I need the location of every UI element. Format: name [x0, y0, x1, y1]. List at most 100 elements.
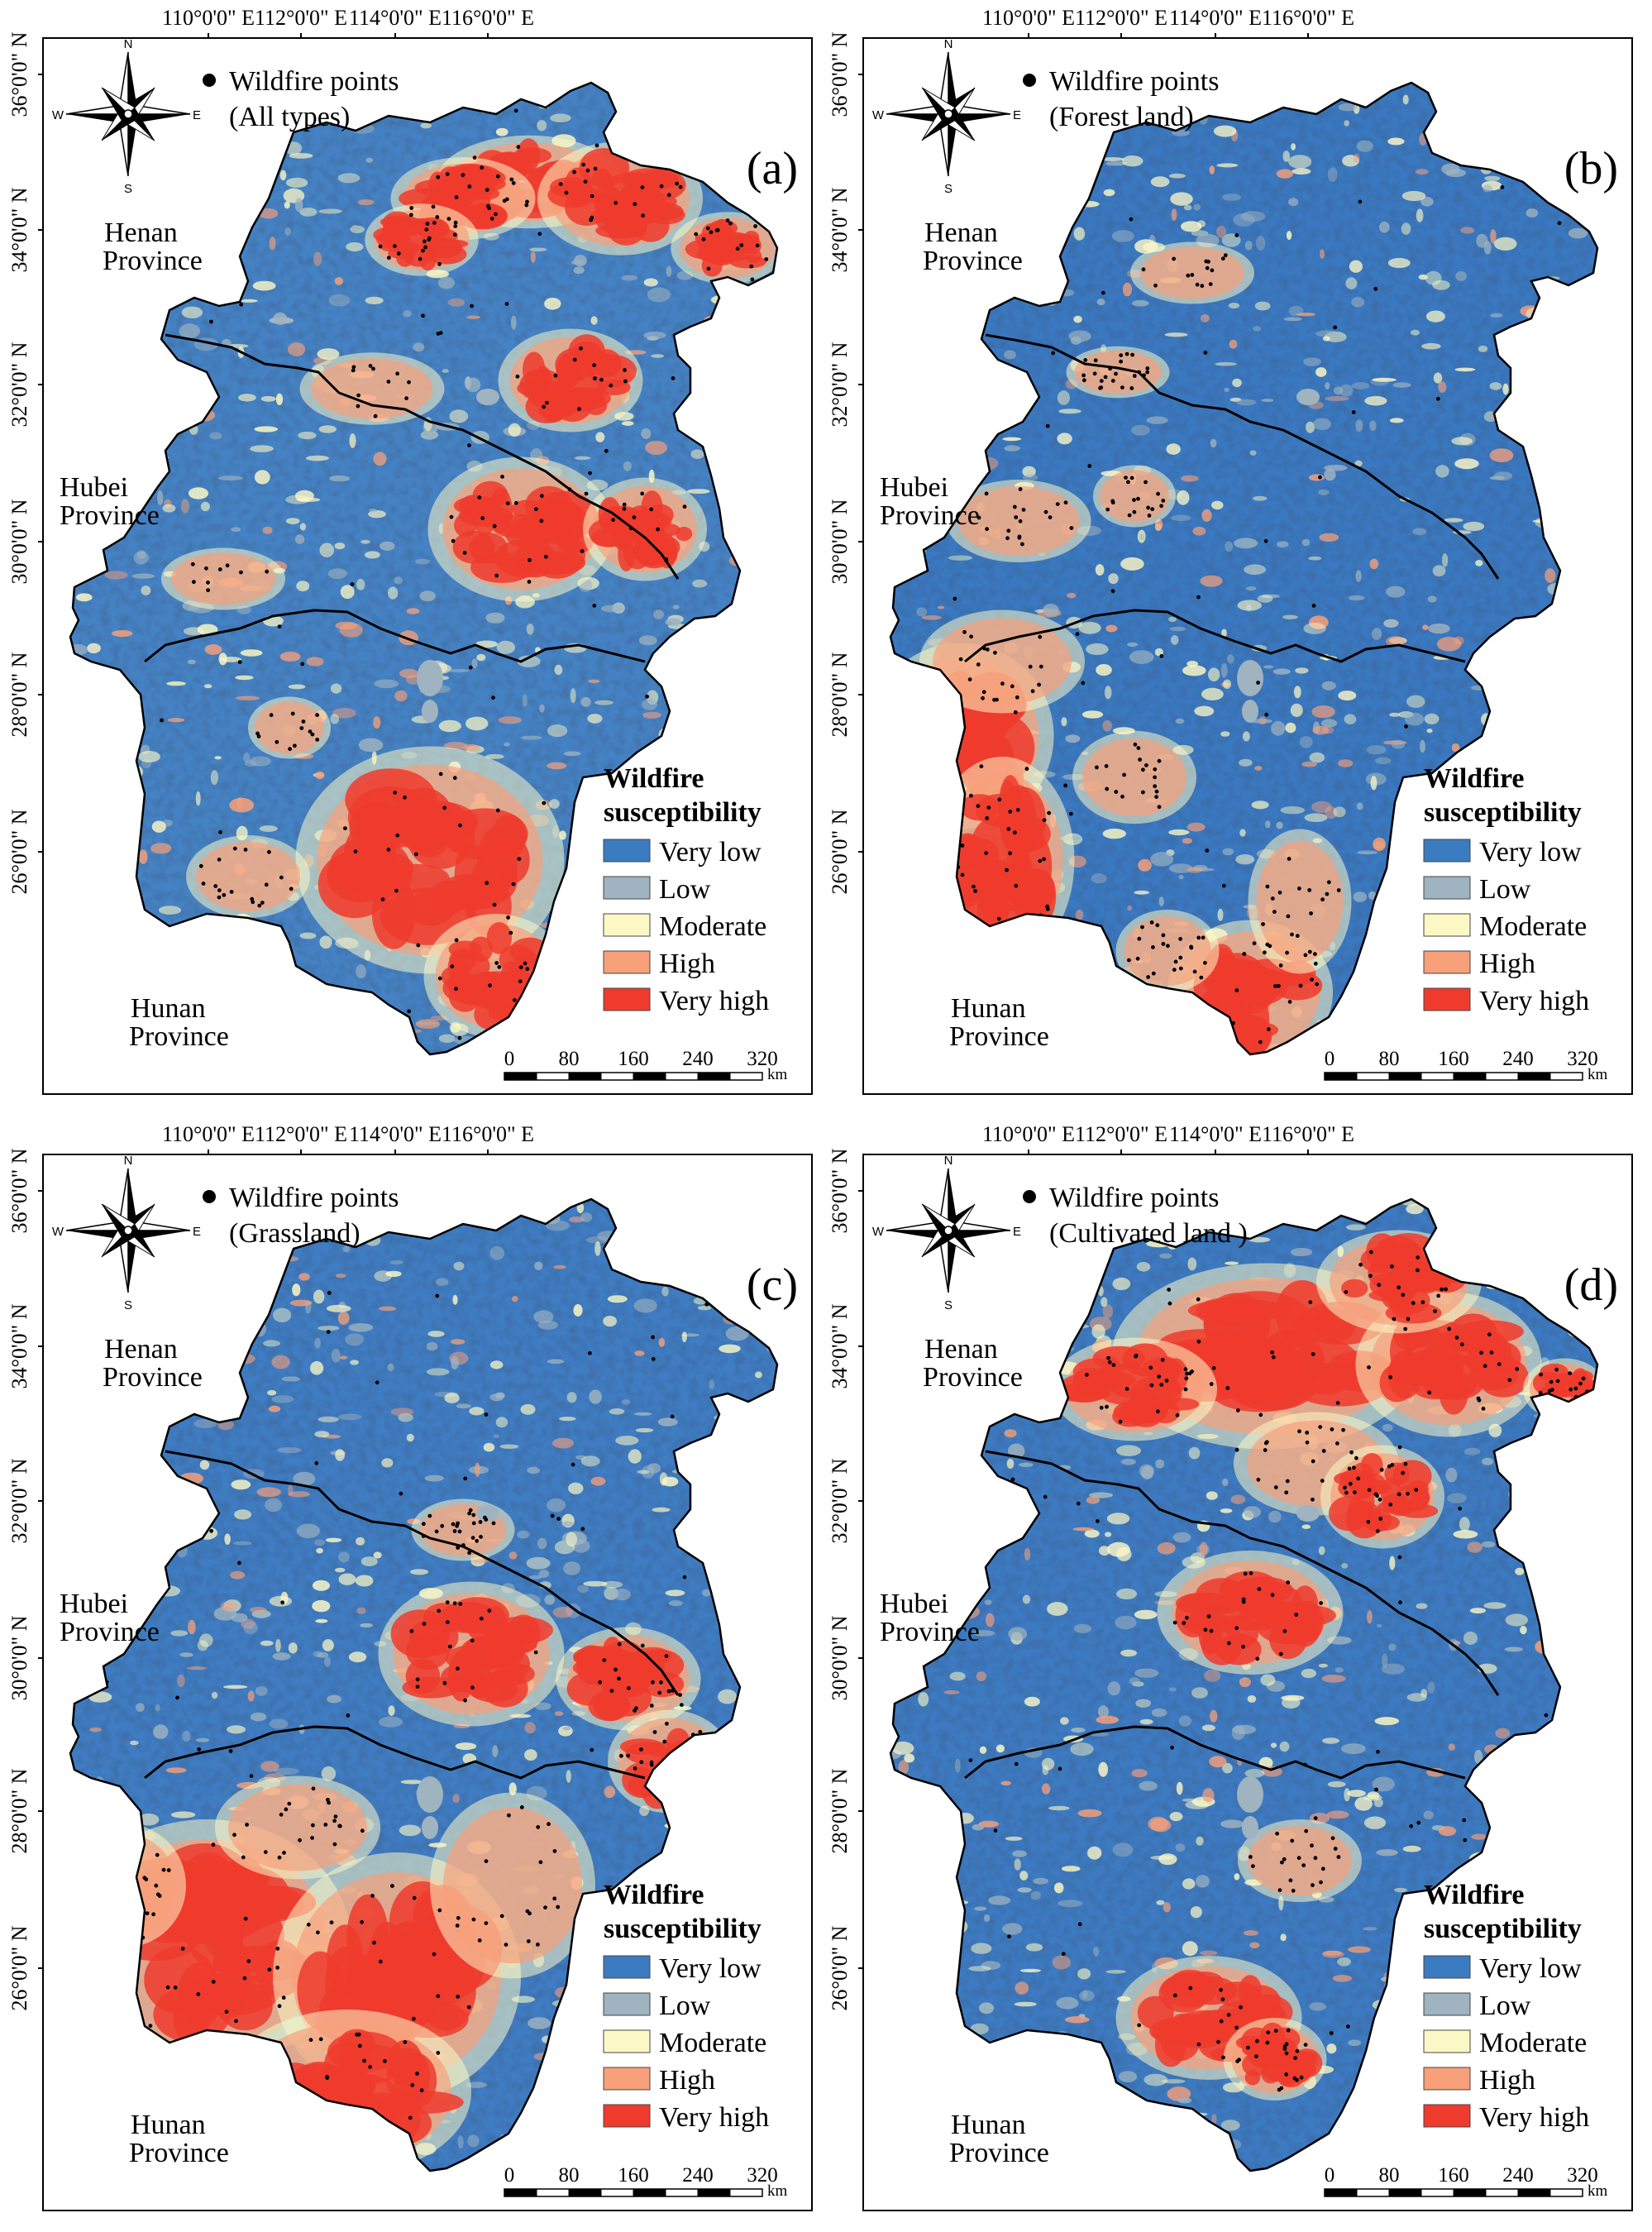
wildfire-point — [1270, 1593, 1275, 1598]
legend-title-line1: Wildfire — [604, 1880, 704, 1910]
wildfire-point — [1296, 1856, 1301, 1861]
wildfire-point — [211, 1842, 216, 1847]
susceptibility-patch — [1073, 1623, 1091, 1633]
susceptibility-patch — [1105, 161, 1127, 166]
susceptibility-patch — [601, 605, 623, 613]
wildfire-point-symbol — [1023, 74, 1036, 87]
susceptibility-patch — [1353, 891, 1368, 902]
wildfire-point — [1254, 2038, 1259, 2043]
susceptibility-patch — [224, 1533, 231, 1545]
susceptibility-patch — [281, 1376, 301, 1382]
wildfire-point — [1320, 1866, 1325, 1871]
wildfire-point — [598, 1680, 603, 1685]
wildfire-point — [288, 747, 292, 752]
susceptibility-patch — [1169, 626, 1186, 632]
compass-point — [128, 1169, 138, 1231]
longitude-label: 112°0'0" E — [255, 1122, 347, 1146]
wildfire-point — [1284, 1490, 1289, 1495]
wildfire-point — [1261, 922, 1265, 926]
wildfire-point — [602, 1658, 607, 1662]
susceptibility-patch — [1210, 438, 1217, 448]
susceptibility-patch — [550, 113, 571, 122]
compass-minor-point — [128, 108, 155, 141]
wildfire-point — [217, 858, 222, 862]
legend-class-label: Very low — [659, 837, 762, 867]
wildfire-point — [1107, 1360, 1112, 1365]
susceptibility-patch — [1192, 526, 1206, 536]
wildfire-point — [506, 915, 510, 920]
susceptibility-patch — [238, 394, 256, 402]
susceptibility-patch — [1318, 1546, 1325, 1556]
wildfire-point — [1397, 1445, 1402, 1450]
wildfire-point — [1311, 1352, 1315, 1356]
susceptibility-patch — [1224, 387, 1229, 393]
wildfire-point-type: (Cultivated land ) — [1049, 1218, 1248, 1249]
wildfire-point — [456, 1521, 460, 1526]
susceptibility-patch — [1030, 1890, 1042, 1900]
very-high-zone — [481, 1669, 528, 1708]
wildfire-point — [556, 1517, 561, 1521]
wildfire-point — [1258, 1040, 1263, 1044]
wildfire-point — [243, 1916, 248, 1921]
wildfire-point — [985, 527, 989, 532]
susceptibility-patch — [338, 1573, 356, 1585]
lake — [1237, 660, 1263, 696]
wildfire-point — [1329, 2031, 1334, 2035]
wildfire-point — [1144, 763, 1148, 767]
susceptibility-patch — [1349, 260, 1363, 273]
wildfire-point — [1378, 1517, 1383, 1521]
wildfire-point — [1190, 273, 1195, 277]
wildfire-point — [1311, 604, 1316, 608]
wildfire-point — [447, 1644, 452, 1649]
wildfire-point — [368, 364, 373, 368]
susceptibility-patch — [435, 1278, 449, 1286]
wildfire-point — [1358, 199, 1363, 204]
susceptibility-patch — [1333, 386, 1344, 395]
susceptibility-patch — [1087, 1846, 1102, 1860]
wildfire-point — [662, 1739, 667, 1744]
susceptibility-patch — [1041, 1783, 1051, 1795]
wildfire-point — [298, 1838, 302, 1842]
wildfire-point — [1336, 1855, 1341, 1859]
wildfire-point — [470, 303, 474, 308]
susceptibility-patch — [1047, 1602, 1068, 1616]
high-zone — [311, 358, 433, 419]
wildfire-point — [622, 502, 627, 507]
susceptibility-patch — [1351, 382, 1370, 390]
wildfire-point — [973, 889, 977, 893]
wildfire-point — [437, 976, 442, 981]
wildfire-point — [1257, 1587, 1262, 1591]
wildfire-point — [500, 475, 504, 479]
wildfire-point — [470, 1638, 475, 1643]
wildfire-point — [542, 404, 546, 409]
compass-north-label: N — [124, 37, 133, 51]
susceptibility-patch — [324, 1656, 331, 1667]
susceptibility-patch — [165, 1767, 187, 1774]
susceptibility-patch — [1354, 1796, 1373, 1811]
wildfire-point — [969, 793, 973, 798]
wildfire-point — [523, 961, 528, 966]
susceptibility-patch — [1243, 1506, 1261, 1518]
wildfire-point — [1069, 526, 1074, 530]
wildfire-point — [1489, 1350, 1494, 1355]
susceptibility-patch — [1217, 908, 1224, 921]
wildfire-point — [497, 965, 502, 969]
wildfire-point — [1313, 1816, 1318, 1820]
very-high-zone — [594, 1690, 628, 1722]
hubei-hunan-boundary — [964, 609, 1466, 663]
scale-segment-dark — [1454, 1073, 1486, 1080]
wildfire-point — [395, 833, 400, 838]
wildfire-point — [1286, 914, 1291, 919]
wildfire-point — [279, 875, 284, 880]
susceptibility-patch — [254, 470, 270, 485]
scale-segment-light — [729, 1072, 763, 1081]
wildfire-point — [1497, 1362, 1502, 1367]
scale-segment-light — [665, 2188, 699, 2197]
susceptibility-patch — [1239, 1677, 1251, 1688]
wildfire-point — [1330, 1427, 1334, 1431]
susceptibility-patch — [1412, 528, 1427, 536]
susceptibility-patch — [223, 1685, 248, 1690]
wildfire-point — [416, 943, 421, 948]
susceptibility-patch — [317, 348, 340, 361]
